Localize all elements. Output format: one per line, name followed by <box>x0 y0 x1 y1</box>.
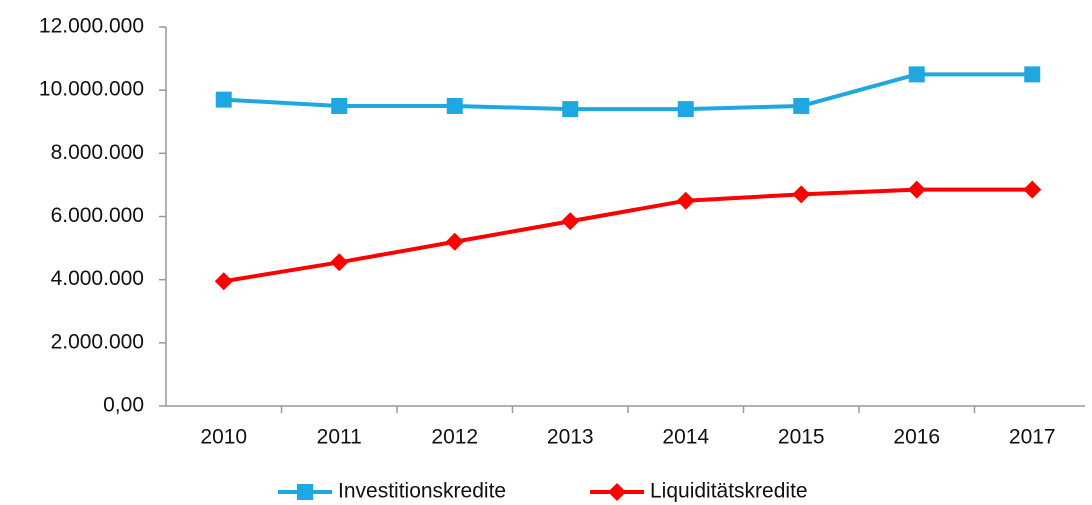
y-tick-label: 6.000.000 <box>51 204 144 227</box>
data-point <box>445 232 464 251</box>
data-point <box>1023 180 1042 199</box>
x-tick-label: 2012 <box>431 426 478 449</box>
y-tick-label: 12.000.000 <box>39 15 144 38</box>
data-point <box>792 185 811 204</box>
data-point <box>561 212 580 231</box>
series-line <box>223 187 1033 284</box>
x-tick-label: 2011 <box>317 426 362 449</box>
data-point <box>908 66 925 83</box>
y-tick-label: 0,00 <box>103 394 144 417</box>
data-point <box>331 97 348 114</box>
data-point <box>793 97 810 114</box>
x-tick-label: 2015 <box>778 426 825 449</box>
y-tick-label: 2.000.000 <box>51 330 144 353</box>
legend-label: Liquiditätskredite <box>650 480 808 503</box>
x-tick-label: 2013 <box>547 426 594 449</box>
x-tick-label: 2010 <box>200 426 247 449</box>
data-point <box>562 101 579 118</box>
data-point <box>676 191 695 210</box>
data-point <box>446 97 463 114</box>
legend-label: Investitionskredite <box>338 480 506 503</box>
y-tick-label: 4.000.000 <box>51 267 144 290</box>
y-tick-label: 8.000.000 <box>51 141 144 164</box>
data-point <box>215 91 232 108</box>
x-tick-label: 2014 <box>662 426 709 449</box>
x-tick-label: 2017 <box>1009 426 1056 449</box>
legend-marker <box>297 484 313 500</box>
data-point <box>214 272 233 291</box>
y-tick-label: 10.000.000 <box>39 78 144 101</box>
series-line <box>223 72 1033 112</box>
data-point <box>677 101 694 118</box>
data-point <box>330 253 349 272</box>
legend-marker <box>608 483 626 501</box>
data-point <box>1024 66 1041 83</box>
data-point <box>907 180 926 199</box>
x-tick-label: 2016 <box>893 426 940 449</box>
